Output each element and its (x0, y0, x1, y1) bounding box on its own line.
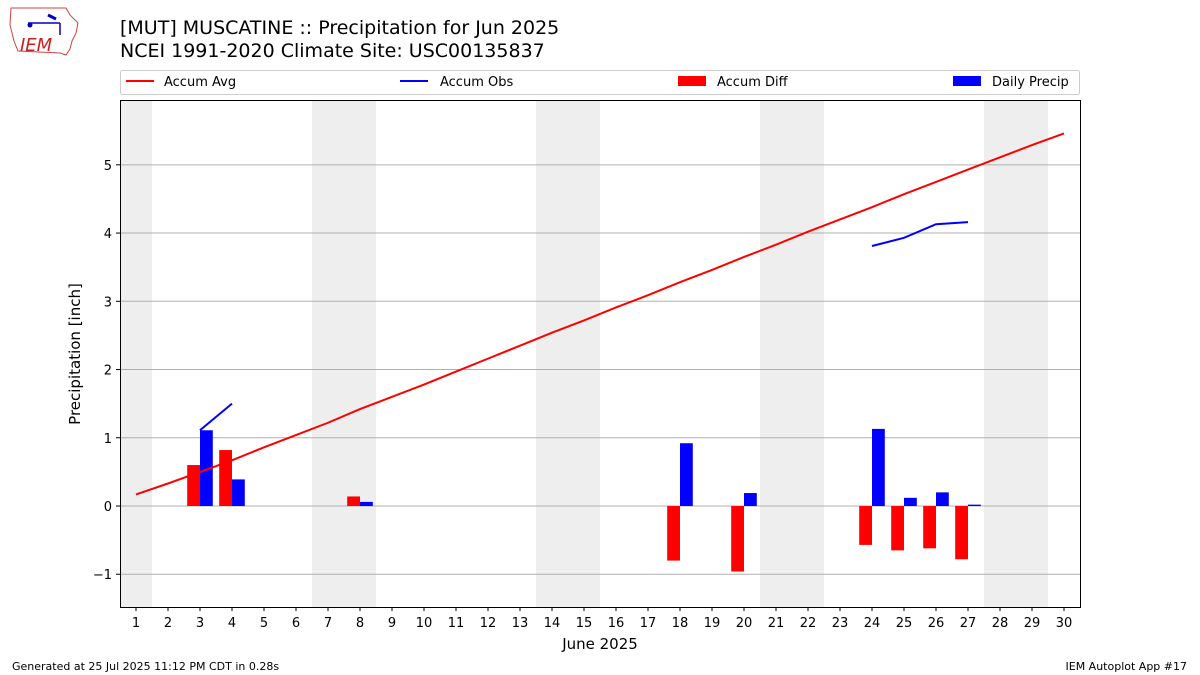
accum-avg-line (135, 132, 1065, 496)
x-tick-label: 10 (416, 616, 433, 631)
x-tick-label: 7 (324, 616, 332, 631)
x-tick-label: 27 (960, 616, 977, 631)
x-tick-label: 5 (260, 616, 268, 631)
daily-precip-bar (968, 504, 981, 507)
accum-diff-bar (731, 506, 744, 572)
x-tick-label: 1 (132, 616, 140, 631)
x-tick-label: 6 (292, 616, 300, 631)
y-tick-label: 4 (104, 227, 112, 242)
daily-precip-bar (360, 501, 373, 507)
weekend-shade (760, 100, 824, 607)
x-tick-label: 24 (864, 616, 881, 631)
x-axis-label: June 2025 (561, 635, 638, 653)
x-tick-label: 14 (544, 616, 561, 631)
x-tick-label: 30 (1056, 616, 1073, 631)
x-tick-label: 22 (800, 616, 817, 631)
accum-diff-bar (187, 465, 200, 507)
weekend-shade (536, 100, 600, 607)
y-axis-label: Precipitation [inch] (66, 283, 84, 425)
iem-logo: IEM (8, 5, 80, 63)
daily-precip-bar (744, 493, 757, 507)
app-note: IEM Autoplot App #17 (1065, 660, 1188, 673)
daily-precip-bar (936, 492, 949, 507)
generated-note: Generated at 25 Jul 2025 11:12 PM CDT in… (12, 660, 280, 673)
x-tick-label: 20 (736, 616, 753, 631)
accum-diff-bar (347, 496, 360, 507)
daily-precip-bar (872, 428, 885, 507)
legend: Accum Avg Accum Obs Accum Diff Daily Pre… (120, 70, 1080, 95)
y-tick-label: −1 (93, 568, 112, 583)
accum-obs-line (199, 402, 233, 432)
daily-precip-bar (680, 443, 693, 507)
accum-diff-bar (667, 506, 680, 561)
daily-precip-bar (904, 497, 917, 507)
x-tick-label: 28 (992, 616, 1009, 631)
x-tick-label: 15 (576, 616, 593, 631)
legend-label-diff: Accum Diff (717, 75, 789, 90)
x-tick-label: 18 (672, 616, 689, 631)
x-tick-label: 2 (164, 616, 172, 631)
x-tick-label: 23 (832, 616, 849, 631)
legend-swatch-daily (953, 76, 981, 86)
y-tick-label: 5 (104, 159, 112, 174)
x-tick-label: 17 (640, 616, 657, 631)
accum-diff-bar (859, 506, 872, 545)
x-tick-label: 3 (196, 616, 204, 631)
chart-subtitle: NCEI 1991-2020 Climate Site: USC00135837 (120, 40, 545, 62)
x-tick-label: 9 (388, 616, 396, 631)
svg-text:IEM: IEM (20, 35, 53, 56)
x-tick-label: 25 (896, 616, 913, 631)
x-tick-label: 21 (768, 616, 785, 631)
y-tick-label: 1 (104, 432, 112, 447)
y-tick-label: 0 (104, 500, 112, 515)
weekend-shade (984, 100, 1048, 607)
legend-label-obs: Accum Obs (440, 75, 513, 90)
y-tick-label: 3 (104, 295, 112, 310)
daily-precip-bar (232, 479, 245, 507)
x-tick-label: 4 (228, 616, 236, 631)
x-tick-label: 29 (1024, 616, 1041, 631)
accum-obs-line (871, 221, 969, 247)
legend-swatch-diff (678, 76, 706, 86)
accum-diff-bar (923, 506, 936, 549)
accum-diff-bar (955, 506, 968, 560)
weekend-shade (312, 100, 376, 607)
legend-label-avg: Accum Avg (164, 75, 236, 90)
x-tick-label: 13 (512, 616, 529, 631)
x-tick-label: 8 (356, 616, 364, 631)
accum-diff-bar (219, 450, 232, 507)
accum-diff-bar (891, 506, 904, 551)
y-tick-label: 2 (104, 364, 112, 379)
x-tick-label: 19 (704, 616, 721, 631)
daily-precip-bar (200, 430, 213, 507)
x-tick-label: 12 (480, 616, 497, 631)
legend-label-daily: Daily Precip (992, 75, 1069, 90)
x-tick-label: 26 (928, 616, 945, 631)
chart-title: [MUT] MUSCATINE :: Precipitation for Jun… (120, 17, 560, 39)
x-tick-label: 16 (608, 616, 625, 631)
weekend-shade (120, 100, 152, 607)
plot-frame (120, 100, 1081, 608)
x-tick-label: 11 (448, 616, 465, 631)
